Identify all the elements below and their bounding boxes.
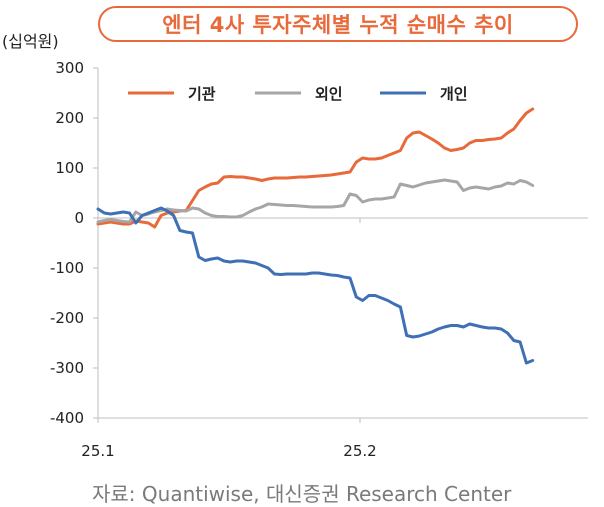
y-tick-label: -100 <box>50 259 84 277</box>
chart-axes: 300 200 100 0 -100 -200 -300 -400 25.1 25.2 <box>50 59 588 460</box>
y-tick-label: 0 <box>74 209 84 227</box>
legend-label: 개인 <box>440 85 468 103</box>
y-tick-label: -300 <box>50 359 84 377</box>
series-line-개인 <box>96 206 535 365</box>
y-tick-label: -200 <box>50 309 84 327</box>
x-tick-label: 25.2 <box>343 442 376 460</box>
chart-series <box>96 107 535 365</box>
chart-title: 엔터 4사 투자주체별 누적 순매수 추이 <box>98 6 578 42</box>
x-tick-label: 25.1 <box>81 442 114 460</box>
series-line-외인 <box>96 178 535 224</box>
chart-legend: 기관 외인 개인 <box>128 85 468 103</box>
y-axis-unit-label: (십억원) <box>2 32 59 51</box>
y-tick-label: 100 <box>55 159 84 177</box>
legend-label: 기관 <box>188 85 216 103</box>
legend-label: 외인 <box>315 85 343 103</box>
y-tick-label: 300 <box>55 59 84 77</box>
y-tick-label: 200 <box>55 109 84 127</box>
y-tick-label: -400 <box>50 409 84 427</box>
source-note: 자료: Quantiwise, 대신증권 Research Center <box>92 482 512 506</box>
